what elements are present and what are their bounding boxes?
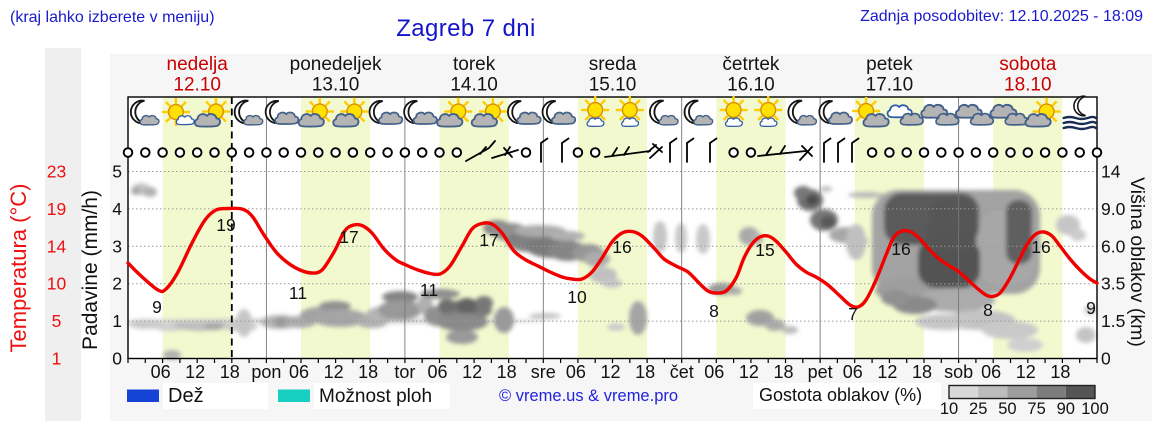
svg-text:06: 06 (151, 362, 171, 382)
svg-text:5: 5 (112, 162, 122, 182)
svg-text:© vreme.us & vreme.pro: © vreme.us & vreme.pro (499, 387, 678, 405)
svg-text:14: 14 (1101, 162, 1121, 182)
svg-text:10: 10 (567, 287, 587, 307)
svg-text:0: 0 (1101, 349, 1111, 369)
svg-text:0: 0 (112, 349, 122, 369)
svg-text:18: 18 (358, 362, 378, 382)
svg-text:15: 15 (755, 240, 774, 260)
svg-text:100: 100 (1081, 400, 1109, 418)
svg-text:12: 12 (462, 362, 482, 382)
svg-text:petek: petek (866, 54, 913, 75)
svg-text:06: 06 (981, 362, 1001, 382)
svg-text:12: 12 (185, 362, 205, 382)
svg-text:18: 18 (635, 362, 655, 382)
svg-text:12: 12 (877, 362, 897, 382)
svg-text:(kraj lahko izberete v meniju): (kraj lahko izberete v meniju) (10, 9, 215, 26)
svg-text:25: 25 (969, 400, 987, 418)
svg-text:Gostota oblakov (%): Gostota oblakov (%) (759, 385, 922, 405)
svg-text:12: 12 (600, 362, 620, 382)
svg-text:9: 9 (152, 297, 162, 317)
svg-text:sob: sob (944, 362, 973, 382)
svg-text:ponedeljek: ponedeljek (290, 54, 382, 75)
svg-text:23: 23 (47, 162, 66, 182)
svg-text:75: 75 (1027, 400, 1045, 418)
svg-text:četrtek: četrtek (722, 54, 780, 75)
svg-text:6.0: 6.0 (1101, 236, 1126, 256)
svg-text:19: 19 (216, 215, 235, 235)
svg-text:1.5: 1.5 (1101, 311, 1125, 331)
svg-text:3: 3 (112, 236, 122, 256)
svg-text:50: 50 (998, 400, 1016, 418)
svg-text:10: 10 (940, 400, 958, 418)
svg-text:sobota: sobota (999, 54, 1056, 75)
svg-text:tor: tor (394, 362, 415, 382)
svg-text:4: 4 (112, 199, 122, 219)
svg-text:Zadnja posodobitev: 12.10.2025: Zadnja posodobitev: 12.10.2025 - 18:09 (860, 8, 1143, 25)
svg-text:sreda: sreda (589, 54, 637, 75)
svg-text:06: 06 (427, 362, 447, 382)
svg-text:pet: pet (808, 362, 833, 382)
svg-text:2: 2 (112, 274, 122, 294)
svg-text:06: 06 (704, 362, 724, 382)
svg-text:16: 16 (891, 239, 910, 259)
svg-text:19: 19 (47, 199, 66, 219)
svg-text:13.10: 13.10 (312, 75, 360, 96)
svg-text:Zagreb 7 dni: Zagreb 7 dni (396, 15, 536, 42)
svg-text:90: 90 (1057, 400, 1075, 418)
svg-text:Možnost ploh: Možnost ploh (319, 386, 432, 407)
svg-text:sre: sre (531, 362, 556, 382)
svg-text:18: 18 (773, 362, 793, 382)
svg-text:14.10: 14.10 (450, 75, 498, 96)
svg-text:16: 16 (1031, 237, 1050, 257)
svg-text:14: 14 (47, 236, 67, 256)
svg-text:17.10: 17.10 (866, 75, 914, 96)
svg-text:1: 1 (112, 311, 122, 331)
svg-text:18: 18 (497, 362, 517, 382)
svg-text:8: 8 (709, 301, 719, 321)
svg-text:9.0: 9.0 (1101, 199, 1126, 219)
svg-text:16.10: 16.10 (727, 75, 775, 96)
svg-text:11: 11 (289, 283, 307, 303)
svg-text:Temperatura (°C): Temperatura (°C) (6, 184, 31, 353)
svg-text:17: 17 (479, 230, 498, 250)
svg-text:1: 1 (52, 349, 62, 369)
svg-text:9: 9 (1086, 298, 1096, 318)
svg-text:nedelja: nedelja (167, 54, 229, 75)
svg-text:Višina oblakov (km): Višina oblakov (km) (1126, 177, 1148, 347)
svg-text:16: 16 (612, 237, 631, 257)
svg-text:06: 06 (289, 362, 309, 382)
svg-text:12.10: 12.10 (173, 75, 221, 96)
svg-text:06: 06 (843, 362, 863, 382)
svg-text:06: 06 (566, 362, 586, 382)
svg-text:7: 7 (848, 304, 858, 324)
svg-text:8: 8 (983, 300, 993, 320)
svg-text:11: 11 (420, 280, 438, 300)
svg-text:čet: čet (670, 362, 694, 382)
svg-text:Dež: Dež (168, 385, 204, 407)
svg-text:torek: torek (453, 54, 496, 75)
svg-text:18.10: 18.10 (1004, 75, 1052, 96)
svg-text:12: 12 (739, 362, 759, 382)
svg-text:12: 12 (1016, 362, 1036, 382)
svg-text:18: 18 (912, 362, 932, 382)
svg-text:18: 18 (1050, 362, 1070, 382)
svg-text:3.5: 3.5 (1101, 274, 1125, 294)
svg-text:5: 5 (52, 311, 62, 331)
svg-text:12: 12 (324, 362, 344, 382)
svg-text:Padavine (mm/h): Padavine (mm/h) (79, 190, 102, 350)
svg-text:10: 10 (47, 274, 67, 294)
svg-text:pon: pon (251, 362, 281, 382)
svg-text:18: 18 (220, 362, 240, 382)
svg-text:15.10: 15.10 (589, 75, 637, 96)
svg-text:17: 17 (339, 227, 358, 247)
